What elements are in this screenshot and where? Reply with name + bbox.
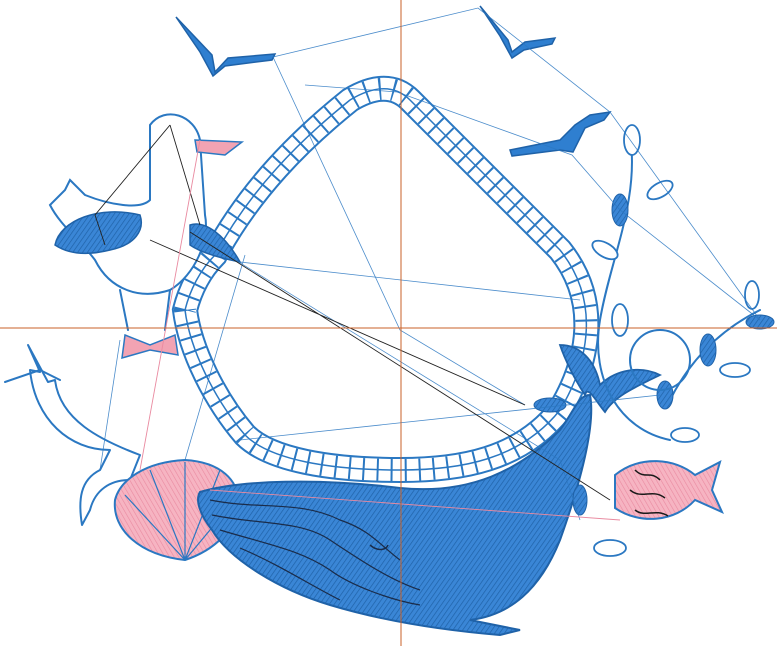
- anchor-stock: [4, 369, 61, 383]
- rope-wreath: [171, 75, 600, 484]
- jump-stitches: [94, 7, 761, 521]
- anchor: [27, 344, 141, 526]
- leaf-branch: [533, 124, 775, 557]
- seagull: [48, 113, 245, 360]
- whale: [197, 344, 663, 637]
- birds: [175, 5, 612, 157]
- fish: [614, 460, 724, 520]
